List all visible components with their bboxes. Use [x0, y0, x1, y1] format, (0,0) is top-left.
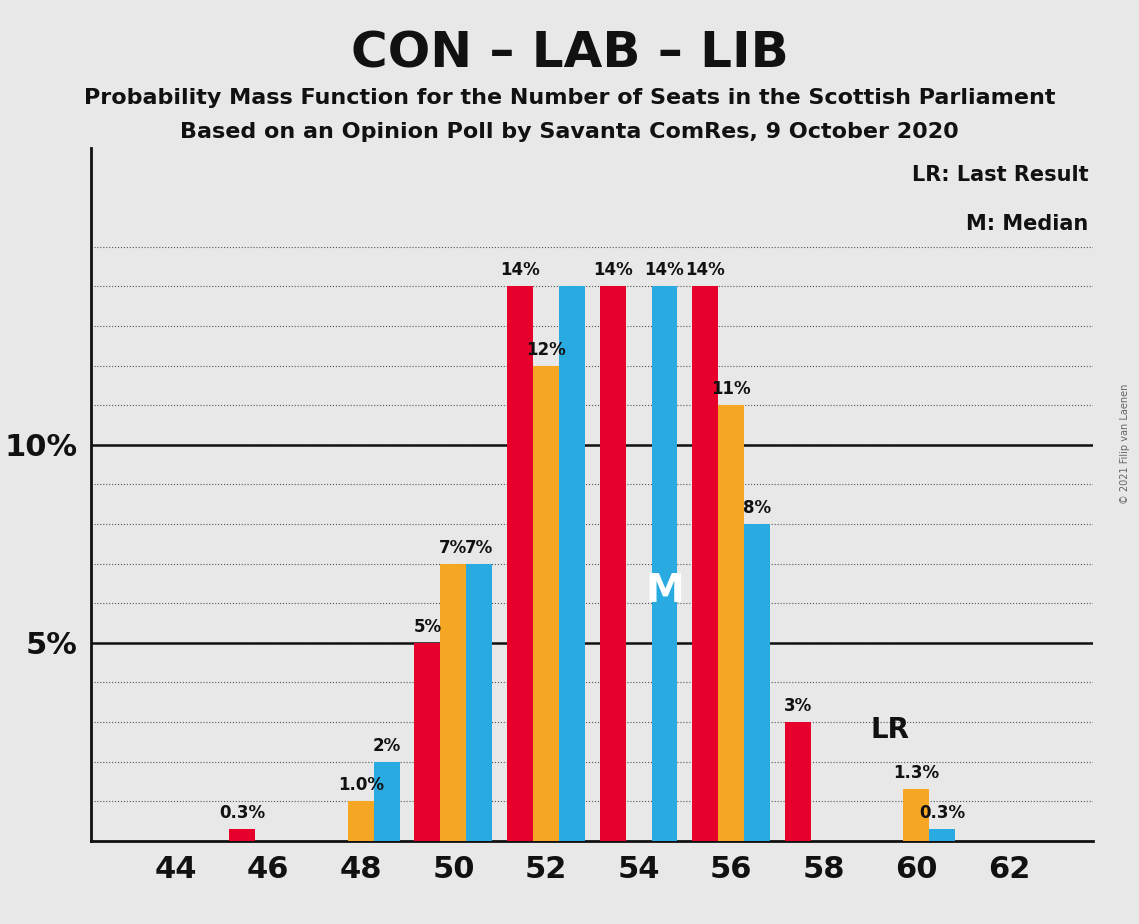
- Bar: [744, 524, 770, 841]
- Bar: [466, 564, 492, 841]
- Text: 0.3%: 0.3%: [219, 804, 265, 821]
- Bar: [374, 761, 400, 841]
- Text: 7%: 7%: [465, 539, 493, 556]
- Bar: [929, 829, 956, 841]
- Text: CON – LAB – LIB: CON – LAB – LIB: [351, 30, 788, 78]
- Text: 11%: 11%: [712, 380, 751, 398]
- Text: M: Median: M: Median: [966, 213, 1089, 234]
- Text: 1.3%: 1.3%: [893, 764, 940, 783]
- Text: 14%: 14%: [500, 261, 540, 279]
- Text: Probability Mass Function for the Number of Seats in the Scottish Parliament: Probability Mass Function for the Number…: [84, 88, 1055, 108]
- Text: 12%: 12%: [526, 341, 566, 359]
- Text: 14%: 14%: [645, 261, 685, 279]
- Bar: [652, 286, 678, 841]
- Bar: [507, 286, 533, 841]
- Text: 3%: 3%: [784, 697, 812, 715]
- Text: Based on an Opinion Poll by Savanta ComRes, 9 October 2020: Based on an Opinion Poll by Savanta ComR…: [180, 122, 959, 142]
- Text: M: M: [645, 572, 683, 611]
- Text: 5%: 5%: [413, 618, 442, 636]
- Bar: [600, 286, 625, 841]
- Text: © 2021 Filip van Laenen: © 2021 Filip van Laenen: [1121, 383, 1130, 504]
- Bar: [347, 801, 374, 841]
- Bar: [559, 286, 584, 841]
- Bar: [533, 366, 559, 841]
- Bar: [903, 789, 929, 841]
- Bar: [693, 286, 719, 841]
- Text: 14%: 14%: [686, 261, 726, 279]
- Text: LR: LR: [870, 716, 909, 744]
- Bar: [785, 722, 811, 841]
- Text: 14%: 14%: [592, 261, 632, 279]
- Text: 8%: 8%: [743, 499, 771, 517]
- Bar: [441, 564, 466, 841]
- Bar: [719, 406, 744, 841]
- Text: 0.3%: 0.3%: [919, 804, 966, 821]
- Text: 1.0%: 1.0%: [338, 776, 384, 794]
- Text: 2%: 2%: [372, 736, 401, 755]
- Text: LR: Last Result: LR: Last Result: [912, 165, 1089, 185]
- Bar: [415, 643, 441, 841]
- Bar: [229, 829, 255, 841]
- Text: 7%: 7%: [440, 539, 467, 556]
